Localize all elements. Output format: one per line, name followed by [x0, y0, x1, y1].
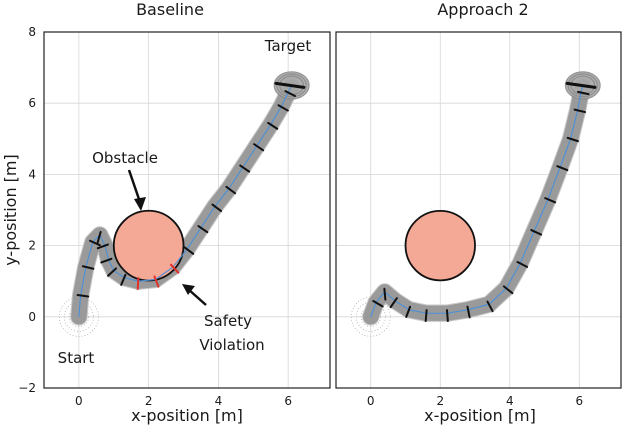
robot-footprint [372, 300, 384, 308]
panel-baseline: Baseline 0 2 4 6 −2 0 2 4 6 8 x-position [m] y-po… [1, 0, 331, 425]
y-tick-label: 0 [28, 310, 36, 324]
robot-footprint [89, 239, 101, 247]
obstacle-arrowhead [134, 197, 146, 211]
robot-footprint [81, 265, 95, 270]
violation-arrow [187, 288, 207, 306]
x-tick-label: 4 [506, 394, 514, 408]
start-marker [355, 301, 386, 332]
robot-footprint [96, 243, 109, 250]
y-tick-label: 6 [28, 96, 36, 110]
robot-footprint [197, 225, 209, 234]
y-tick-label: 2 [28, 239, 36, 253]
tick-labels: 0 2 4 6 [367, 394, 583, 408]
robot-footprint [383, 287, 387, 301]
robot-footprint [466, 305, 471, 319]
unsafe-footprint [136, 277, 140, 291]
plot-frame [335, 31, 622, 389]
x-axis-label: x-position [m] [424, 406, 536, 425]
plot-frame [43, 31, 331, 389]
unsafe-footprint [153, 275, 160, 288]
violation-annotation: Violation [199, 336, 264, 354]
robot-footprint [577, 90, 590, 96]
marks [350, 71, 601, 337]
robot-footprint [107, 267, 118, 277]
robot-footprint [239, 164, 251, 173]
target-arrow [565, 81, 597, 89]
x-tick-label: 6 [284, 394, 292, 408]
y-axis-label: y-position [m] [1, 154, 20, 266]
panel-approach-2: Approach 2 0 2 4 6 x-position [m] [335, 0, 622, 425]
x-axis-label: x-position [m] [131, 406, 243, 425]
tick-labels: 0 2 4 6 −2 0 2 4 6 8 [18, 25, 292, 408]
robot-footprint [277, 104, 289, 112]
panel-title: Approach 2 [437, 0, 528, 19]
robot-footprint [530, 229, 543, 236]
violation-arrowhead [182, 284, 195, 295]
robot-footprint [502, 285, 514, 295]
robot-footprint [76, 293, 90, 298]
nominal-path [370, 85, 584, 317]
x-tick-label: 2 [436, 394, 444, 408]
robot-footprint [486, 300, 494, 313]
obstacle [404, 209, 476, 282]
marks [59, 71, 310, 337]
panel-title: Baseline [136, 0, 204, 19]
y-tick-label: 8 [28, 25, 36, 39]
start-marker [350, 297, 391, 337]
x-tick-label: 6 [575, 394, 583, 408]
robot-footprint [183, 246, 195, 255]
target-marker [567, 73, 598, 98]
robot-footprint [544, 197, 557, 204]
unsafe-footprint [169, 263, 180, 274]
nominal-path [78, 85, 293, 317]
x-tick-label: 0 [367, 394, 375, 408]
robot-footprint [556, 165, 569, 172]
robot-footprint [445, 309, 449, 323]
robot-footprint [225, 185, 237, 195]
robot-footprint [424, 309, 428, 323]
obstacle [112, 209, 185, 282]
robot-footprint [405, 305, 412, 318]
robot-footprint [566, 136, 579, 143]
robot-footprint [389, 297, 398, 309]
robot-footprint [267, 121, 279, 130]
x-tick-label: 4 [215, 394, 223, 408]
robot-footprint [96, 230, 102, 244]
x-tick-label: 2 [145, 394, 153, 408]
robot-footprint [120, 273, 127, 286]
target-arrow [274, 81, 306, 89]
obstacle-annotation: Obstacle [92, 149, 158, 167]
robot-footprint [211, 203, 223, 213]
start-marker [59, 296, 99, 337]
robot-footprint [284, 90, 297, 98]
y-tick-label: −2 [18, 381, 36, 395]
robot-footprint [100, 257, 113, 264]
x-tick-label: 0 [75, 394, 83, 408]
safety-annotation: Safety [204, 312, 252, 330]
robot-footprint [516, 260, 529, 268]
robot-footprint [253, 143, 265, 152]
target-annotation: Target [264, 37, 312, 55]
start-annotation: Start [58, 349, 95, 367]
robot-footprint [573, 108, 587, 114]
target-marker [276, 73, 307, 98]
start-marker [63, 301, 94, 332]
y-tick-label: 4 [28, 167, 36, 181]
